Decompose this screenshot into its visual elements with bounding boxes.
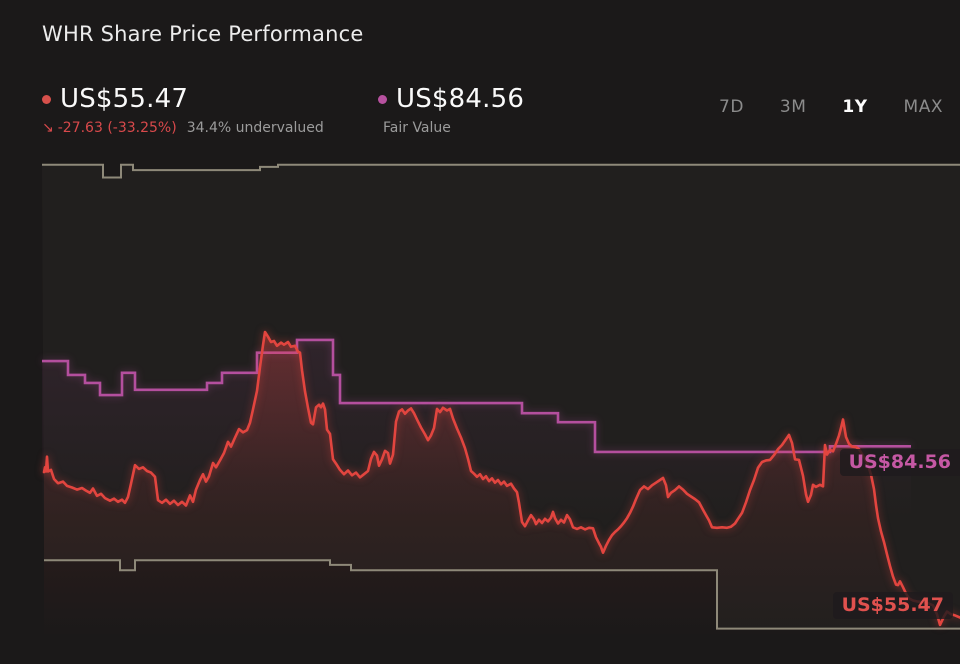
upper-band-line: [42, 163, 960, 179]
tab-7d[interactable]: 7D: [719, 97, 744, 117]
time-range-tabs: 7D 3M 1Y MAX: [719, 97, 943, 117]
fair-value-caption: Fair Value: [383, 120, 451, 136]
fair-value-amount: US$84.56: [396, 84, 525, 114]
current-price-change-row: ↘ -27.63 (-33.25%) 34.4% undervalued: [42, 120, 324, 136]
price-change: ↘ -27.63 (-33.25%): [42, 120, 177, 136]
valuation-status: 34.4% undervalued: [186, 120, 324, 136]
page-title: WHR Share Price Performance: [42, 22, 364, 46]
price-change-value: -27.63 (-33.25%): [57, 120, 177, 136]
tab-1y[interactable]: 1Y: [842, 97, 868, 117]
fair-value-dot-icon: [378, 94, 387, 104]
share-price-line: [42, 330, 960, 627]
fair-value-chart-label: US$84.56: [839, 449, 960, 476]
current-price-legend: US$55.47: [42, 84, 188, 114]
fair-value-legend: US$84.56: [378, 84, 524, 114]
tab-3m[interactable]: 3M: [779, 97, 807, 117]
share-price-dot-icon: [42, 94, 51, 104]
fair-value-line: [42, 338, 911, 454]
lower-band-line: [44, 559, 960, 630]
tab-max[interactable]: MAX: [903, 97, 943, 117]
share-price-area: [44, 332, 960, 664]
down-right-arrow-icon: ↘: [42, 120, 54, 136]
share-price-chart-label: US$55.47: [832, 592, 953, 619]
current-price-value: US$55.47: [60, 84, 189, 114]
